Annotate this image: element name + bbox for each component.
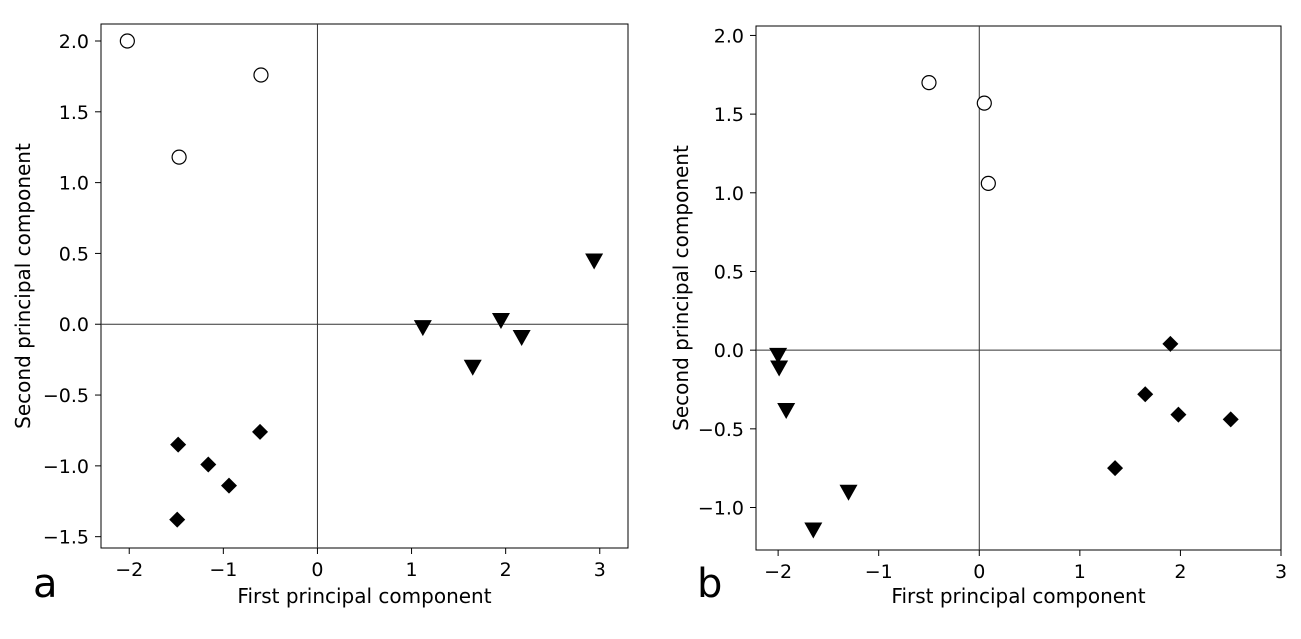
x-tick-label: 3 bbox=[594, 559, 606, 581]
point-triangle bbox=[769, 347, 788, 364]
point-diamond bbox=[200, 456, 217, 473]
point-circle bbox=[976, 95, 992, 111]
point-triangle bbox=[585, 253, 604, 270]
plot-frame bbox=[100, 23, 629, 549]
point-diamond bbox=[1107, 460, 1124, 477]
y-tick-label: 2.0 bbox=[714, 25, 744, 47]
x-tick-label: −2 bbox=[764, 561, 792, 583]
point-circle bbox=[119, 33, 135, 49]
point-triangle bbox=[463, 359, 482, 376]
point-diamond bbox=[169, 511, 186, 528]
point-circle bbox=[980, 175, 996, 191]
y-tick-label: −0.5 bbox=[698, 419, 744, 441]
point-triangle bbox=[413, 320, 432, 337]
y-tick-label: −1.0 bbox=[43, 456, 89, 478]
x-tick-label: 0 bbox=[973, 561, 985, 583]
y-tick-label: 2.0 bbox=[59, 31, 89, 53]
y-tick-label: 1.5 bbox=[59, 102, 89, 124]
point-triangle bbox=[804, 522, 823, 539]
point-diamond bbox=[1162, 335, 1179, 352]
x-tick-label: 0 bbox=[311, 559, 323, 581]
chart-panel-b: −2 −1 0 1 2 3 −1.0 −0.5 0.0 0.5 1.0 1.5 2.0 First pri… bbox=[669, 25, 1287, 608]
plot-frame bbox=[755, 25, 1282, 551]
y-tick-label: −1.5 bbox=[43, 527, 89, 549]
x-tick-label: −1 bbox=[209, 559, 237, 581]
panel-label: b bbox=[697, 561, 722, 607]
x-tick-label: 2 bbox=[500, 559, 512, 581]
y-tick-label: 1.0 bbox=[714, 183, 744, 205]
point-triangle bbox=[777, 402, 796, 419]
point-circle bbox=[253, 67, 269, 83]
x-axis-label: First principal component bbox=[237, 584, 491, 608]
x-tick-label: 1 bbox=[1074, 561, 1086, 583]
x-axis-label: First principal component bbox=[891, 584, 1145, 608]
point-diamond bbox=[170, 436, 187, 453]
point-diamond bbox=[1137, 386, 1154, 403]
y-tick-label: 0.0 bbox=[59, 314, 89, 336]
point-diamond bbox=[220, 477, 237, 494]
x-tick-label: 2 bbox=[1174, 561, 1186, 583]
point-triangle bbox=[491, 312, 510, 329]
point-circle bbox=[171, 149, 187, 165]
x-tick-label: 1 bbox=[406, 559, 418, 581]
y-tick-label: 1.5 bbox=[714, 104, 744, 126]
x-tick-label: −1 bbox=[865, 561, 893, 583]
point-triangle bbox=[839, 484, 858, 501]
y-tick-label: −0.5 bbox=[43, 385, 89, 407]
y-axis-label: Second principal component bbox=[669, 145, 693, 431]
y-tick-label: −1.0 bbox=[698, 498, 744, 520]
point-diamond bbox=[1222, 411, 1239, 428]
point-circle bbox=[921, 75, 937, 91]
point-diamond bbox=[1170, 406, 1187, 423]
y-tick-label: 0.5 bbox=[714, 261, 744, 283]
y-axis-label: Second principal component bbox=[11, 143, 35, 429]
panel-label: a bbox=[33, 561, 58, 607]
point-triangle bbox=[770, 360, 789, 377]
chart-panel-a: −2 −1 0 1 2 3 −1.5 −1.0 −0.5 0.0 0.5 1.0 1.5 2.0 First… bbox=[11, 23, 629, 608]
y-tick-label: 1.0 bbox=[59, 173, 89, 195]
point-triangle bbox=[512, 329, 531, 346]
x-tick-label: 3 bbox=[1275, 561, 1287, 583]
x-tick-label: −2 bbox=[115, 559, 143, 581]
point-diamond bbox=[252, 423, 269, 440]
y-tick-label: 0.5 bbox=[59, 243, 89, 265]
y-tick-label: 0.0 bbox=[714, 340, 744, 362]
